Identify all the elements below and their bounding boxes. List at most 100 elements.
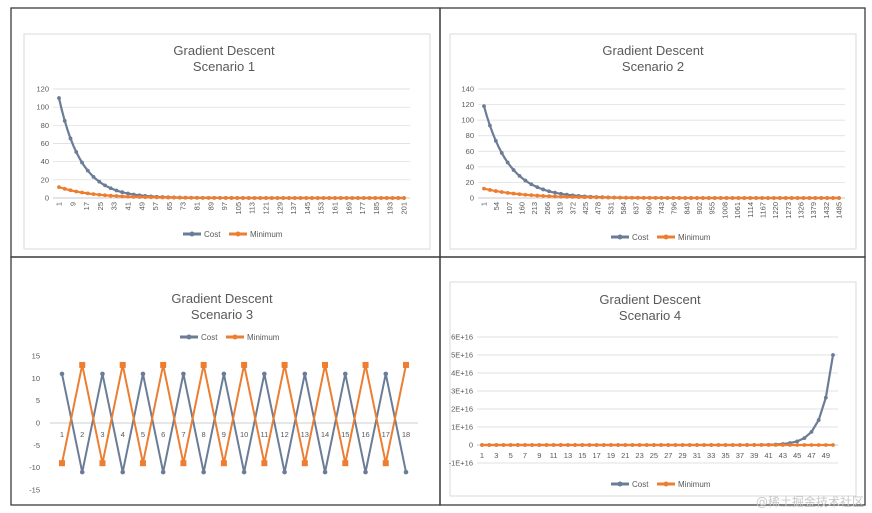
- data-point-minimum: [59, 460, 65, 467]
- data-point-cost: [160, 469, 166, 475]
- data-point-minimum: [241, 361, 248, 368]
- data-point-minimum: [813, 196, 818, 200]
- data-point-minimum: [120, 194, 125, 199]
- data-point-minimum: [730, 443, 735, 447]
- data-point-minimum: [119, 361, 126, 368]
- x-tick-label: 3: [100, 430, 104, 439]
- data-point-minimum: [166, 195, 171, 200]
- data-point-minimum: [390, 196, 395, 200]
- data-point-minimum: [403, 361, 409, 368]
- x-tick-label: 15: [341, 430, 349, 439]
- data-point-minimum: [258, 196, 263, 200]
- y-tick-label: 1E+16: [451, 423, 473, 432]
- y-tick-label: 80: [466, 131, 474, 140]
- data-point-minimum: [831, 196, 835, 200]
- y-tick-label: 100: [461, 116, 474, 125]
- legend-marker: [617, 234, 623, 240]
- data-point-minimum: [499, 190, 504, 194]
- data-point-minimum: [544, 443, 549, 447]
- x-tick-label: 743: [657, 202, 666, 215]
- data-point-minimum: [795, 443, 800, 447]
- chart-title: Gradient Descent: [602, 43, 704, 58]
- data-point-minimum: [570, 195, 575, 199]
- x-tick-label: 17: [592, 451, 600, 460]
- series-line-minimum: [61, 364, 407, 464]
- legend: Cost Minimum: [611, 480, 711, 489]
- data-point-minimum: [773, 443, 778, 447]
- x-tick-label: 8: [202, 430, 206, 439]
- data-point-cost: [221, 371, 227, 377]
- data-point-minimum: [535, 193, 540, 198]
- data-point-cost: [74, 150, 79, 154]
- x-tick-label: 13: [301, 430, 309, 439]
- x-tick-label: 33: [110, 202, 119, 210]
- legend-label-cost: Cost: [632, 233, 649, 242]
- x-tick-label: 54: [492, 202, 501, 210]
- data-point-minimum: [754, 196, 759, 200]
- x-axis-ticks: 1 9 17 25 33 41 49 57 65 73 81 89 97 105 113 121 129 137 1…: [53, 197, 410, 215]
- data-point-minimum: [373, 196, 378, 200]
- data-point-cost: [809, 429, 814, 434]
- data-point-minimum: [673, 443, 678, 447]
- x-tick-label: 12: [280, 430, 288, 439]
- data-point-minimum: [616, 443, 621, 447]
- y-tick-label: 0: [45, 194, 49, 203]
- data-point-minimum: [635, 195, 640, 200]
- data-point-minimum: [287, 196, 291, 200]
- x-tick-label: 193: [386, 202, 395, 215]
- data-point-minimum: [695, 196, 699, 200]
- chart-title: Gradient Descent: [173, 43, 275, 58]
- y-tick-label: 40: [466, 162, 474, 171]
- data-point-minimum: [322, 361, 329, 368]
- data-point-minimum: [114, 194, 119, 198]
- data-point-minimum: [624, 195, 628, 200]
- data-point-minimum: [241, 196, 245, 200]
- chart-panel-scenario-2: Gradient Descent Scenario 2 0 20 40 60 80 100…: [439, 7, 866, 258]
- legend-marker: [235, 231, 241, 237]
- y-tick-label: 0: [36, 419, 40, 428]
- data-point-minimum: [74, 189, 79, 194]
- data-point-cost: [816, 418, 821, 422]
- data-point-cost: [322, 469, 328, 475]
- x-tick-label: 81: [193, 202, 202, 210]
- data-point-cost: [282, 469, 287, 475]
- x-tick-label: 9: [68, 202, 77, 206]
- x-tick-label: 89: [206, 202, 215, 210]
- data-point-minimum: [338, 196, 343, 200]
- data-point-cost: [114, 188, 119, 193]
- x-tick-label: 1114: [746, 202, 755, 218]
- y-tick-label: 100: [36, 103, 49, 112]
- data-point-minimum: [551, 443, 556, 447]
- x-tick-label: 11: [260, 430, 268, 439]
- data-point-minimum: [517, 192, 522, 197]
- data-point-minimum: [487, 443, 492, 447]
- x-tick-label: 18: [402, 430, 410, 439]
- data-point-minimum: [91, 192, 96, 197]
- x-tick-label: 17: [82, 202, 91, 210]
- data-point-minimum: [321, 196, 326, 200]
- data-point-minimum: [108, 193, 113, 198]
- data-point-minimum: [350, 196, 355, 200]
- legend-marker: [617, 481, 623, 487]
- data-point-minimum: [623, 443, 628, 447]
- data-point-minimum: [269, 196, 274, 200]
- data-point-minimum: [783, 196, 788, 200]
- data-point-minimum: [292, 196, 297, 200]
- data-point-minimum: [139, 460, 146, 467]
- x-tick-label: 121: [262, 202, 271, 215]
- data-point-minimum: [630, 443, 635, 447]
- data-point-minimum: [298, 196, 303, 200]
- x-tick-label: 37: [736, 451, 744, 460]
- data-point-cost: [100, 371, 105, 377]
- data-point-minimum: [687, 443, 692, 447]
- data-point-minimum: [644, 443, 649, 447]
- data-point-cost: [795, 439, 800, 444]
- data-point-minimum: [327, 196, 332, 200]
- x-tick-label: 1008: [720, 202, 729, 219]
- data-point-minimum: [379, 196, 383, 200]
- data-point-cost: [559, 191, 563, 196]
- data-point-minimum: [68, 188, 73, 193]
- y-tick-label: 60: [466, 147, 474, 156]
- data-point-minimum: [630, 195, 634, 200]
